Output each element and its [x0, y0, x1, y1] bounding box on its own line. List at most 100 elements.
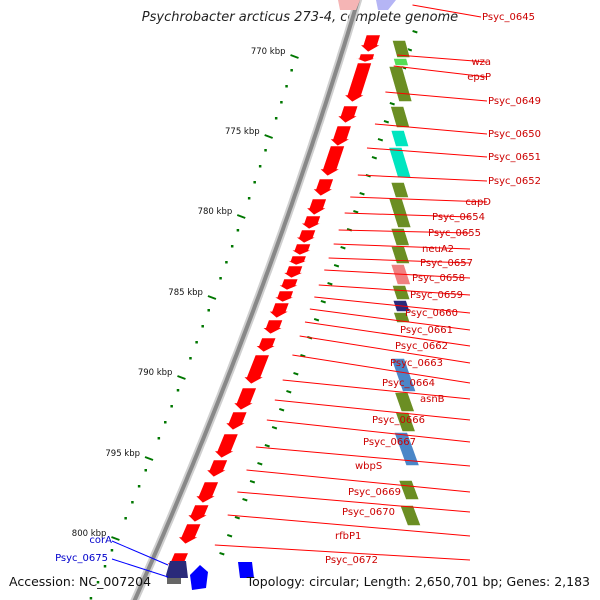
- marker-tick: [359, 191, 365, 196]
- leader-line: [282, 379, 471, 400]
- gene-arrow: [355, 53, 377, 63]
- gene-arrow: [224, 411, 248, 431]
- major-tick: [177, 375, 186, 380]
- leader-line: [328, 257, 471, 264]
- minor-tick: [258, 165, 262, 168]
- accession-text: Accession: NC_007204: [9, 574, 152, 589]
- gene-label: Psyc_0660: [405, 308, 458, 319]
- gene-label: Psyc_0657: [420, 258, 473, 269]
- minor-tick: [290, 69, 293, 72]
- leader-line: [385, 91, 488, 102]
- gene-label: capD: [465, 197, 491, 208]
- gene-arrow: [343, 62, 373, 103]
- gene-label: asnB: [420, 394, 445, 405]
- minor-tick: [137, 485, 141, 488]
- leader-line: [344, 212, 471, 218]
- gene-label: neuA2: [422, 244, 454, 255]
- leader-line: [246, 469, 471, 493]
- minor-tick: [131, 501, 134, 504]
- kbp-label: 800 kbp: [72, 529, 107, 539]
- marker-tick: [333, 264, 340, 268]
- leader-line-blue: [111, 558, 169, 578]
- minor-tick: [230, 245, 234, 248]
- gene-label: Psyc_0658: [412, 273, 465, 284]
- gene-label: Psyc_0655: [428, 228, 481, 239]
- gene-arrow: [177, 523, 202, 545]
- leader-line: [333, 243, 471, 250]
- feature-box: [391, 285, 411, 300]
- marker-tick: [264, 444, 270, 448]
- leader-line: [412, 4, 482, 18]
- leader-line-blue: [111, 540, 169, 566]
- feature-box: [390, 130, 410, 147]
- gene-arrow: [268, 302, 290, 319]
- gene-label: Psyc_0672: [325, 555, 378, 566]
- backbone-line: [132, 0, 361, 600]
- minor-tick: [144, 469, 147, 472]
- leader-line: [314, 296, 471, 314]
- marker-tick: [327, 282, 333, 286]
- gene-label: Psyc_0654: [432, 212, 485, 223]
- leader-line: [214, 544, 471, 561]
- gene-label: Psyc_0652: [488, 176, 541, 187]
- gene-label: Psyc_0666: [372, 415, 425, 426]
- leader-line: [299, 335, 471, 364]
- gene-arrow: [376, 0, 396, 10]
- feature-box: [398, 480, 420, 500]
- gene-arrow: [194, 481, 219, 504]
- feature-box: [390, 106, 411, 128]
- major-tick: [264, 134, 273, 139]
- gene-arrow: [359, 34, 382, 53]
- minor-tick: [89, 597, 93, 600]
- marker-tick: [406, 48, 413, 52]
- leader-line: [350, 196, 488, 203]
- gene-label: Psyc_0669: [348, 487, 401, 498]
- marker-tick: [226, 533, 233, 538]
- minor-tick: [247, 197, 251, 200]
- kbp-label: 770 kbp: [251, 47, 286, 57]
- marker-tick: [234, 516, 241, 520]
- minor-tick: [164, 421, 167, 424]
- major-tick: [236, 214, 246, 219]
- gene-label: rfbP1: [335, 531, 361, 542]
- feature-box: [391, 40, 411, 58]
- minor-tick: [236, 229, 240, 232]
- kbp-label: 775 kbp: [225, 127, 260, 137]
- gene-arrow-blue: [190, 565, 208, 590]
- gene-arrow: [273, 290, 295, 303]
- gene-arrow: [287, 255, 308, 266]
- minor-tick: [189, 357, 192, 360]
- minor-tick: [195, 341, 198, 344]
- gene-label: Psyc_0670: [342, 507, 395, 518]
- major-tick: [111, 536, 120, 541]
- gene-label: wbpS: [355, 461, 382, 472]
- leader-line: [318, 284, 471, 296]
- leader-line: [324, 269, 471, 279]
- feature-box: [390, 228, 410, 246]
- marker-tick: [219, 552, 225, 556]
- minor-tick: [110, 549, 114, 552]
- gene-arrow-blue: [238, 562, 254, 578]
- kbp-label: 790 kbp: [138, 368, 173, 378]
- gene-label: Psyc_0650: [488, 129, 541, 140]
- minor-tick: [170, 405, 173, 408]
- leader-line: [309, 308, 471, 331]
- feature-box: [393, 58, 409, 66]
- minor-tick: [207, 309, 210, 312]
- gene-arrow: [261, 319, 284, 335]
- leader-line: [255, 446, 471, 467]
- gene-arrow: [205, 459, 229, 478]
- marker-tick: [279, 408, 285, 412]
- leader-line: [357, 174, 488, 182]
- gene-label-blue: corA: [89, 535, 112, 546]
- marker-tick: [377, 137, 384, 142]
- marker-tick: [257, 462, 263, 466]
- leader-line: [227, 514, 471, 537]
- gene-label: Psyc_0645: [482, 12, 535, 23]
- minor-tick: [280, 101, 283, 104]
- gene-arrow: [213, 433, 239, 459]
- gene-label: epsP: [467, 72, 491, 83]
- leader-line: [237, 491, 471, 513]
- marker-tick: [371, 156, 378, 160]
- minor-tick: [264, 149, 267, 152]
